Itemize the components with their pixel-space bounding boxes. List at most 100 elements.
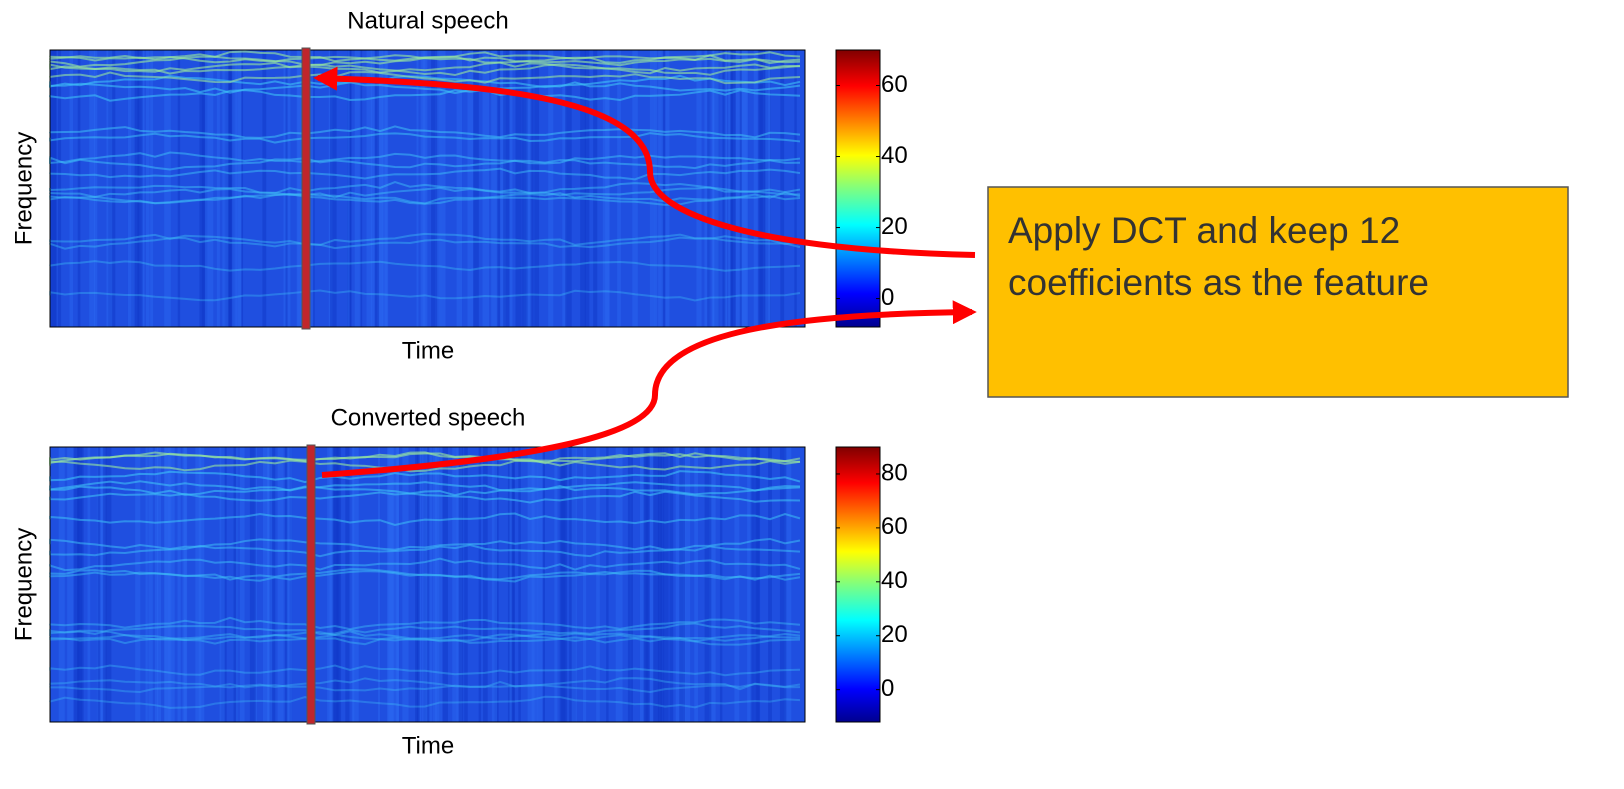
texture — [177, 447, 181, 722]
texture — [381, 50, 389, 327]
box-text: Apply DCT and keep 12 — [1008, 210, 1400, 251]
texture — [74, 447, 80, 722]
texture — [434, 447, 442, 722]
texture — [602, 50, 610, 327]
colorbar-tick-label: 20 — [881, 213, 908, 240]
texture — [351, 447, 355, 722]
texture — [135, 447, 141, 722]
texture — [49, 664, 801, 677]
texture — [137, 50, 143, 327]
texture — [561, 447, 568, 722]
texture — [49, 61, 801, 75]
texture — [458, 447, 464, 722]
texture — [617, 50, 621, 327]
texture — [49, 186, 801, 199]
texture — [269, 447, 276, 722]
texture — [51, 50, 57, 327]
texture — [518, 447, 521, 722]
texture — [719, 447, 723, 722]
texture — [97, 447, 101, 722]
texture — [712, 50, 719, 327]
texture — [219, 447, 225, 722]
texture — [49, 81, 801, 95]
texture — [571, 447, 577, 722]
texture — [596, 447, 600, 722]
texture — [49, 459, 801, 473]
texture — [643, 447, 650, 722]
texture — [49, 151, 801, 165]
texture — [205, 50, 209, 327]
texture — [195, 447, 202, 722]
texture — [49, 132, 801, 144]
texture — [93, 50, 98, 327]
texture — [593, 50, 598, 327]
texture — [527, 447, 535, 722]
texture — [49, 622, 801, 635]
texture — [509, 50, 513, 327]
texture — [345, 447, 350, 722]
colorbar — [835, 49, 881, 328]
texture — [89, 50, 96, 327]
texture — [562, 50, 567, 327]
colorbar-tick-label: 40 — [881, 567, 908, 594]
texture — [531, 447, 539, 722]
texture — [49, 289, 801, 302]
colorbar-tick-label: 60 — [881, 513, 908, 540]
texture — [422, 447, 428, 722]
texture — [759, 50, 766, 327]
texture — [478, 447, 482, 722]
colorbar-tick-label: 60 — [881, 71, 908, 98]
texture — [58, 447, 65, 722]
texture — [709, 447, 716, 722]
texture — [473, 50, 479, 327]
texture — [436, 50, 442, 327]
texture — [49, 451, 801, 463]
texture — [606, 447, 609, 722]
texture — [49, 70, 801, 85]
texture — [359, 50, 363, 327]
texture — [729, 50, 736, 327]
texture — [285, 50, 288, 327]
texture — [375, 50, 380, 327]
arrow — [313, 66, 976, 258]
texture — [226, 50, 232, 327]
texture — [440, 50, 446, 327]
texture — [742, 50, 749, 327]
texture — [657, 447, 663, 722]
texture — [525, 50, 532, 327]
texture — [491, 447, 498, 722]
texture — [156, 447, 162, 722]
texture — [287, 447, 293, 722]
texture — [235, 447, 238, 722]
texture — [239, 447, 245, 722]
texture — [233, 447, 238, 722]
texture — [503, 50, 510, 327]
texture — [554, 447, 558, 722]
panel-title: Converted speech — [331, 404, 526, 431]
texture — [784, 447, 792, 722]
texture — [431, 50, 436, 327]
selected-frame — [301, 47, 311, 330]
texture — [627, 447, 631, 722]
texture — [452, 447, 458, 722]
colorbar-tick-label: 80 — [881, 459, 908, 486]
texture — [661, 50, 665, 327]
texture — [49, 490, 801, 504]
panels: Natural speech Time Frequency 0 20 40 60 Conver… — [10, 7, 907, 759]
texture — [141, 50, 145, 327]
texture — [49, 54, 801, 65]
texture — [49, 616, 801, 631]
texture — [127, 50, 135, 327]
texture — [49, 125, 801, 139]
texture — [222, 50, 229, 327]
texture — [354, 50, 361, 327]
texture — [768, 447, 772, 722]
texture — [630, 447, 633, 722]
texture — [69, 50, 73, 327]
feature-box — [987, 186, 1569, 398]
texture — [747, 447, 752, 722]
spectrogram — [50, 50, 805, 327]
texture — [669, 447, 674, 722]
texture — [327, 447, 333, 722]
texture — [684, 447, 691, 722]
